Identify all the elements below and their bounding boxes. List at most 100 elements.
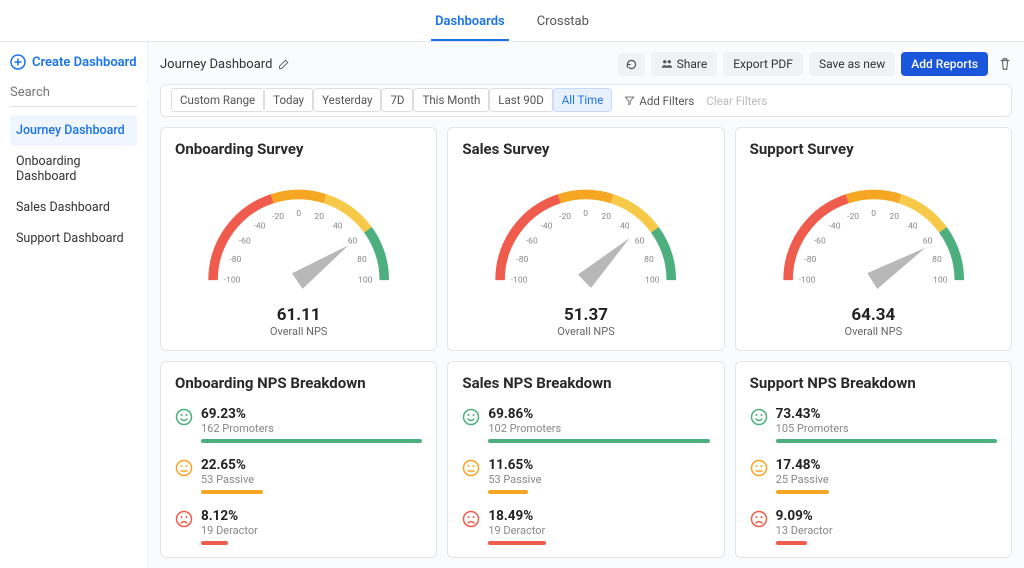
breakdown-pct: 11.65% — [488, 457, 709, 473]
breakdown-card: Onboarding NPS Breakdown 69.23% 162 Prom… — [160, 361, 437, 558]
breakdown-pct: 22.65% — [201, 457, 422, 473]
clear-filters-button[interactable]: Clear Filters — [706, 94, 767, 108]
card-title: Onboarding Survey — [175, 140, 422, 158]
survey-grid: Onboarding Survey -100-80-60-40-20020406… — [160, 127, 1012, 351]
create-dashboard-label: Create Dashboard — [32, 55, 137, 70]
gauge-value: 61.11 — [277, 305, 321, 325]
filter-icon — [624, 95, 635, 106]
svg-text:-40: -40 — [254, 222, 266, 232]
survey-card: Support Survey -100-80-60-40-20020406080… — [735, 127, 1012, 351]
refresh-button[interactable] — [618, 53, 645, 76]
breakdown-pct: 18.49% — [488, 508, 709, 524]
breakdown-row: 18.49% 19 Deractor — [462, 508, 709, 545]
passive-face-icon — [175, 459, 193, 477]
card-title: Onboarding NPS Breakdown — [175, 374, 422, 392]
card-title: Support NPS Breakdown — [750, 374, 997, 392]
range-pill[interactable]: Yesterday — [313, 88, 381, 112]
svg-text:-20: -20 — [272, 212, 284, 222]
breakdown-row: 22.65% 53 Passive — [175, 457, 422, 494]
breakdown-bar — [488, 490, 528, 494]
breakdown-bar — [776, 439, 997, 443]
sidebar-item[interactable]: Journey Dashboard — [10, 115, 137, 146]
breakdown-sub: 162 Promoters — [201, 422, 422, 435]
breakdown-row: 8.12% 19 Deractor — [175, 508, 422, 545]
range-pill[interactable]: Today — [264, 88, 313, 112]
add-filters-button[interactable]: Add Filters — [624, 94, 694, 108]
svg-text:0: 0 — [584, 209, 589, 219]
svg-text:80: 80 — [645, 255, 655, 265]
add-reports-button[interactable]: Add Reports — [901, 52, 988, 76]
detractor-face-icon — [175, 510, 193, 528]
svg-text:-20: -20 — [847, 212, 859, 222]
gauge-value: 64.34 — [851, 305, 895, 325]
content: Journey Dashboard Share Export PDF Save … — [148, 42, 1024, 568]
breakdown-sub: 13 Deractor — [776, 524, 997, 537]
breakdown-bar — [488, 541, 546, 545]
share-button[interactable]: Share — [651, 52, 718, 76]
range-pill[interactable]: Custom Range — [171, 88, 264, 112]
gauge-label: Overall NPS — [270, 325, 328, 338]
tab-dashboards[interactable]: Dashboards — [431, 8, 509, 41]
svg-text:-60: -60 — [813, 236, 825, 246]
promoter-face-icon — [175, 408, 193, 426]
breakdown-grid: Onboarding NPS Breakdown 69.23% 162 Prom… — [160, 361, 1012, 558]
range-pill[interactable]: This Month — [413, 88, 489, 112]
svg-text:-100: -100 — [224, 275, 241, 285]
range-pill[interactable]: All Time — [553, 88, 613, 112]
breakdown-row: 9.09% 13 Deractor — [750, 508, 997, 545]
breakdown-sub: 105 Promoters — [776, 422, 997, 435]
svg-text:20: 20 — [314, 212, 324, 222]
breakdown-bar — [201, 541, 228, 545]
share-label: Share — [677, 57, 708, 71]
sidebar: Create Dashboard Journey DashboardOnboar… — [0, 42, 148, 568]
create-dashboard-button[interactable]: Create Dashboard — [10, 54, 137, 70]
add-filters-label: Add Filters — [639, 94, 694, 108]
gauge-chart: -100-80-60-40-20020406080100 — [175, 166, 422, 309]
plus-circle-icon — [10, 54, 26, 70]
gauge-value: 51.37 — [564, 305, 608, 325]
delete-icon[interactable] — [998, 57, 1012, 71]
range-pill[interactable]: Last 90D — [489, 88, 552, 112]
breakdown-row: 69.23% 162 Promoters — [175, 406, 422, 443]
detractor-face-icon — [750, 510, 768, 528]
svg-text:20: 20 — [889, 212, 899, 222]
survey-card: Onboarding Survey -100-80-60-40-20020406… — [160, 127, 437, 351]
svg-text:0: 0 — [871, 209, 876, 219]
breakdown-bar — [201, 490, 263, 494]
gauge-chart: -100-80-60-40-20020406080100 — [750, 166, 997, 309]
breakdown-card: Sales NPS Breakdown 69.86% 102 Promoters… — [447, 361, 724, 558]
sidebar-item[interactable]: Sales Dashboard — [10, 192, 137, 223]
svg-text:100: 100 — [933, 275, 948, 285]
breakdown-bar — [776, 541, 807, 545]
svg-text:-40: -40 — [828, 222, 840, 232]
svg-text:40: 40 — [333, 222, 343, 232]
breakdown-sub: 19 Deractor — [488, 524, 709, 537]
dashboard-title-row: Journey Dashboard — [160, 57, 290, 72]
breakdown-row: 69.86% 102 Promoters — [462, 406, 709, 443]
svg-text:80: 80 — [932, 255, 942, 265]
svg-text:100: 100 — [645, 275, 660, 285]
toolbar-right: Share Export PDF Save as new Add Reports — [618, 52, 1012, 76]
passive-face-icon — [462, 459, 480, 477]
breakdown-pct: 69.86% — [488, 406, 709, 422]
svg-text:0: 0 — [296, 209, 301, 219]
sidebar-item[interactable]: Support Dashboard — [10, 223, 137, 254]
svg-text:-60: -60 — [239, 236, 251, 246]
save-as-new-button[interactable]: Save as new — [809, 52, 895, 76]
tab-crosstab[interactable]: Crosstab — [533, 8, 593, 41]
range-pill[interactable]: 7D — [381, 88, 413, 112]
sidebar-item[interactable]: Onboarding Dashboard — [10, 146, 137, 192]
breakdown-sub: 19 Deractor — [201, 524, 422, 537]
svg-text:-20: -20 — [559, 212, 571, 222]
breakdown-pct: 17.48% — [776, 457, 997, 473]
breakdown-sub: 53 Passive — [488, 473, 709, 486]
breakdown-sub: 53 Passive — [201, 473, 422, 486]
gauge-chart: -100-80-60-40-20020406080100 — [462, 166, 709, 309]
breakdown-sub: 102 Promoters — [488, 422, 709, 435]
breakdown-bar — [488, 439, 709, 443]
breakdown-row: 17.48% 25 Passive — [750, 457, 997, 494]
export-pdf-button[interactable]: Export PDF — [723, 52, 803, 76]
svg-text:-100: -100 — [511, 275, 528, 285]
top-tabs: Dashboards Crosstab — [0, 0, 1024, 42]
edit-title-icon[interactable] — [278, 58, 290, 70]
